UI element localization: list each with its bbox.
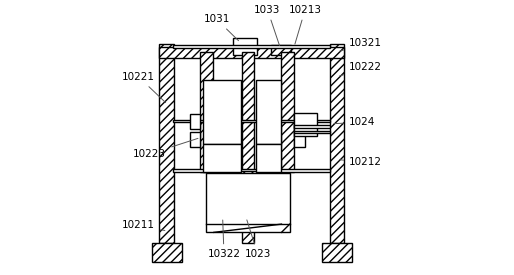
Bar: [237, 170, 258, 177]
Text: 10211: 10211: [122, 221, 165, 230]
Bar: [295, 113, 318, 136]
Text: 10221: 10221: [122, 72, 166, 103]
Bar: [255, 144, 281, 172]
Text: 10321: 10321: [339, 38, 382, 51]
Bar: [271, 45, 291, 55]
Text: 1024: 1024: [334, 117, 376, 127]
Bar: [295, 114, 305, 129]
Bar: [330, 44, 344, 243]
Bar: [173, 169, 330, 172]
Bar: [200, 52, 213, 172]
Bar: [173, 45, 330, 48]
Text: 1033: 1033: [254, 5, 281, 45]
Bar: [242, 52, 254, 243]
Text: 10322: 10322: [208, 220, 241, 259]
Bar: [255, 80, 281, 144]
Text: 1023: 1023: [245, 220, 271, 259]
Text: 10213: 10213: [289, 5, 322, 44]
Bar: [295, 131, 331, 133]
Bar: [206, 173, 290, 232]
Bar: [233, 39, 256, 55]
Bar: [204, 80, 242, 144]
Bar: [322, 243, 352, 262]
Text: 10223: 10223: [133, 138, 198, 159]
Bar: [281, 52, 295, 172]
Bar: [173, 120, 330, 122]
Bar: [190, 114, 200, 129]
Bar: [204, 144, 242, 172]
Bar: [295, 125, 331, 128]
Text: 10222: 10222: [339, 62, 382, 76]
Bar: [295, 132, 305, 147]
Text: 10212: 10212: [340, 157, 382, 167]
Bar: [190, 132, 200, 147]
Bar: [152, 243, 181, 262]
Bar: [159, 47, 344, 58]
Text: 1031: 1031: [204, 14, 238, 41]
Bar: [159, 44, 174, 243]
